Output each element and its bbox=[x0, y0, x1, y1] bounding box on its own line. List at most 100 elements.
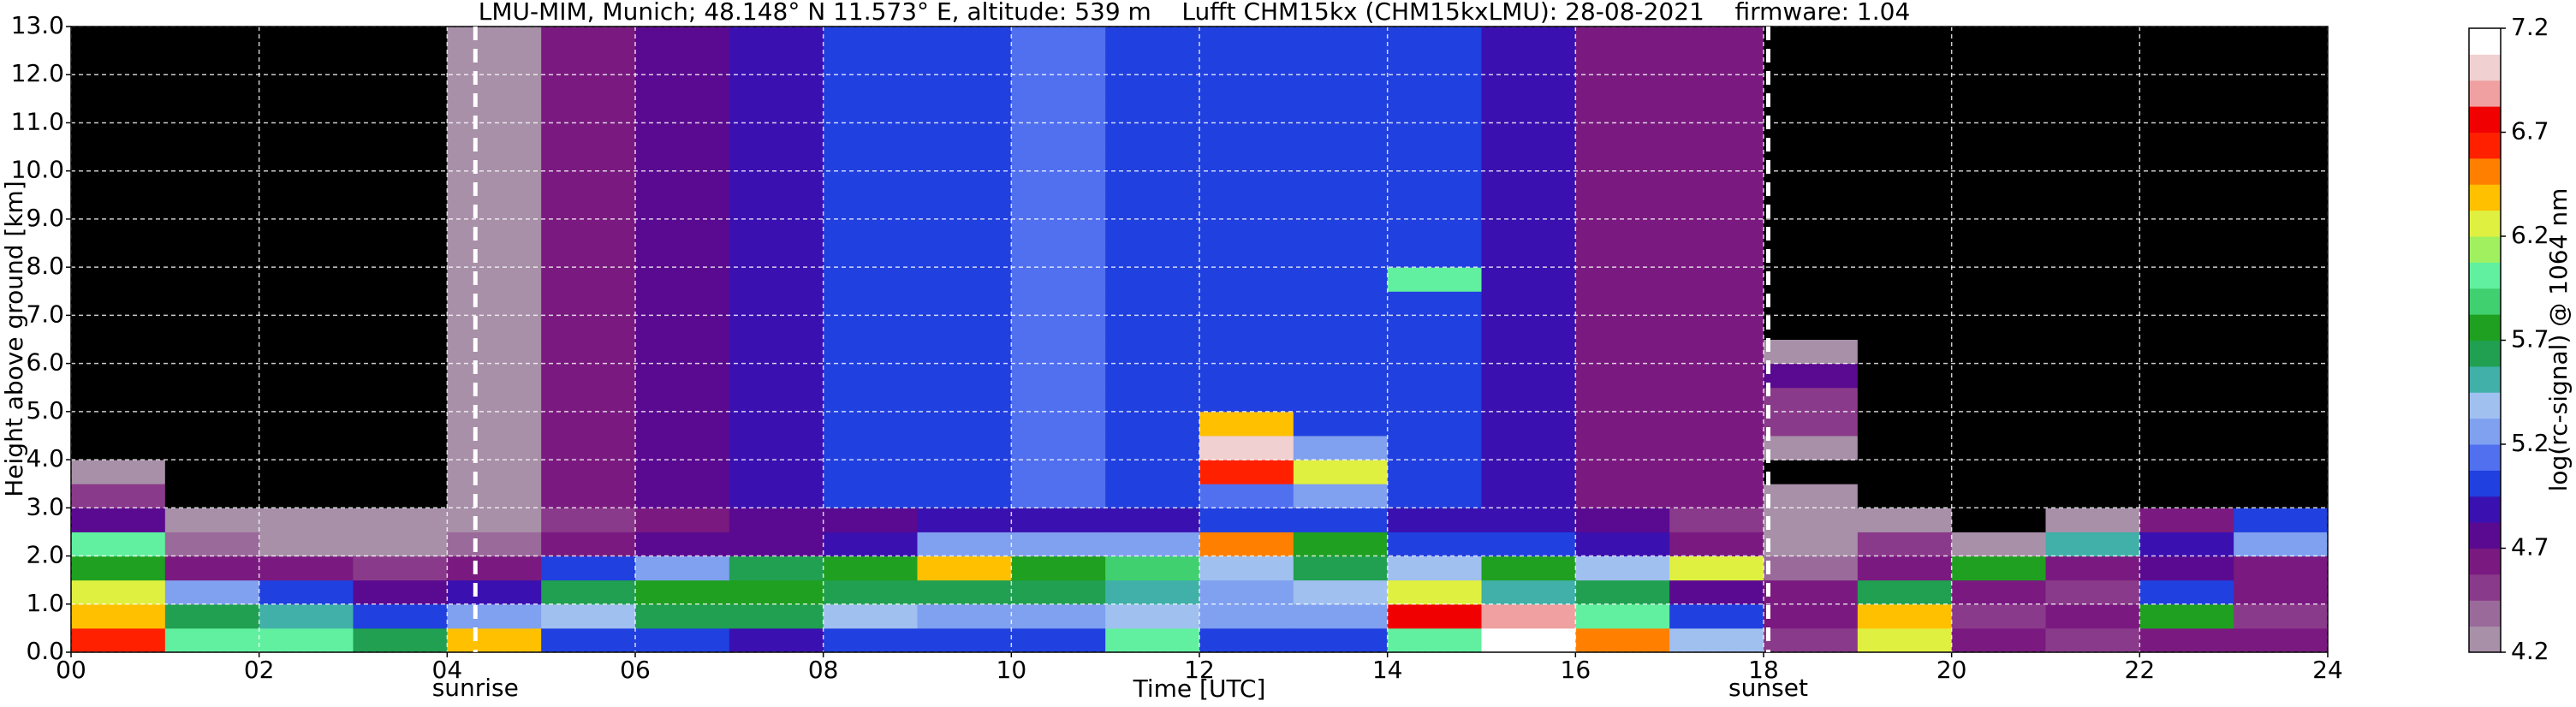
heatmap-cell bbox=[1857, 339, 1953, 365]
heatmap-cell bbox=[353, 98, 448, 123]
heatmap-cell bbox=[1293, 122, 1389, 148]
heatmap-cell bbox=[259, 387, 354, 413]
heatmap-cell bbox=[164, 579, 260, 605]
heatmap-cell bbox=[1293, 146, 1389, 172]
heatmap-cell bbox=[1011, 363, 1106, 389]
heatmap-cell bbox=[1857, 291, 1953, 316]
heatmap-cell bbox=[2234, 291, 2329, 316]
heatmap-cell bbox=[1387, 267, 1482, 292]
heatmap-cell bbox=[2234, 603, 2329, 629]
heatmap-cell bbox=[71, 460, 166, 484]
heatmap-cell bbox=[917, 50, 1012, 75]
heatmap-cell bbox=[447, 579, 542, 605]
heatmap-cell bbox=[1669, 74, 1764, 99]
colorbar-segment bbox=[2469, 548, 2501, 575]
heatmap-cell bbox=[635, 435, 730, 460]
heatmap-cell bbox=[635, 146, 730, 172]
heatmap-cell bbox=[447, 460, 542, 484]
heatmap-cell bbox=[1481, 435, 1576, 460]
heatmap-cell bbox=[2234, 556, 2329, 581]
heatmap-cell bbox=[2139, 98, 2234, 123]
heatmap-cell bbox=[1764, 387, 1859, 413]
heatmap-cell bbox=[635, 218, 730, 244]
heatmap-cell bbox=[1011, 579, 1106, 605]
heatmap-cell bbox=[1387, 291, 1482, 316]
heatmap-cell bbox=[2045, 532, 2140, 557]
heatmap-cell bbox=[259, 98, 354, 123]
heatmap-cell bbox=[1387, 579, 1482, 605]
heatmap-cell bbox=[635, 460, 730, 484]
heatmap-cell bbox=[1951, 291, 2046, 316]
heatmap-cell bbox=[1669, 556, 1764, 581]
heatmap-cell bbox=[729, 315, 824, 340]
heatmap-cell bbox=[353, 363, 448, 389]
heatmap-cell bbox=[1387, 460, 1482, 484]
heatmap-cell bbox=[1857, 508, 1953, 532]
y-tick-label: 10.0 bbox=[11, 156, 64, 184]
heatmap-cell bbox=[1105, 363, 1200, 389]
heatmap-cell bbox=[1857, 170, 1953, 196]
heatmap-cell bbox=[729, 556, 824, 581]
heatmap-cell bbox=[259, 267, 354, 292]
heatmap-cell bbox=[353, 74, 448, 99]
heatmap-cell bbox=[353, 170, 448, 196]
y-tick-label: 12.0 bbox=[11, 59, 64, 87]
heatmap-cell bbox=[164, 556, 260, 581]
heatmap-cell bbox=[71, 267, 166, 292]
heatmap-cell bbox=[1764, 267, 1859, 292]
heatmap-cell bbox=[1105, 291, 1200, 316]
heatmap-cell bbox=[917, 411, 1012, 437]
heatmap-cell bbox=[1199, 532, 1294, 557]
heatmap-cell bbox=[1951, 243, 2046, 268]
heatmap-cell bbox=[1669, 532, 1764, 557]
heatmap-cell bbox=[1105, 411, 1200, 437]
heatmap-cell bbox=[1481, 146, 1576, 172]
heatmap-cell bbox=[259, 315, 354, 340]
heatmap-cell bbox=[2045, 74, 2140, 99]
heatmap-cell bbox=[541, 243, 636, 268]
heatmap-cell bbox=[1105, 579, 1200, 605]
heatmap-cell bbox=[1199, 291, 1294, 316]
heatmap-cell bbox=[1105, 122, 1200, 148]
heatmap-cell bbox=[353, 291, 448, 316]
heatmap-cell bbox=[1293, 315, 1389, 340]
heatmap-cell bbox=[729, 363, 824, 389]
heatmap-cell bbox=[1105, 74, 1200, 99]
heatmap-cell bbox=[1387, 122, 1482, 148]
heatmap-cell bbox=[635, 556, 730, 581]
heatmap-cell bbox=[823, 556, 918, 581]
heatmap-cell bbox=[635, 27, 730, 51]
heatmap-cell bbox=[1199, 27, 1294, 51]
heatmap-cell bbox=[1011, 27, 1106, 51]
heatmap bbox=[71, 27, 2329, 653]
heatmap-cell bbox=[729, 243, 824, 268]
heatmap-cell bbox=[1105, 484, 1200, 508]
heatmap-cell bbox=[447, 146, 542, 172]
heatmap-cell bbox=[447, 194, 542, 220]
heatmap-cell bbox=[729, 267, 824, 292]
heatmap-cell bbox=[259, 291, 354, 316]
heatmap-cell bbox=[729, 27, 824, 51]
heatmap-cell bbox=[1293, 170, 1389, 196]
heatmap-cell bbox=[1951, 170, 2046, 196]
heatmap-cell bbox=[1951, 603, 2046, 629]
heatmap-cell bbox=[2045, 627, 2140, 653]
heatmap-cell bbox=[729, 627, 824, 653]
heatmap-cell bbox=[259, 146, 354, 172]
heatmap-cell bbox=[2139, 243, 2234, 268]
heatmap-cell bbox=[353, 194, 448, 220]
heatmap-cell bbox=[635, 484, 730, 508]
heatmap-cell bbox=[635, 387, 730, 413]
heatmap-cell bbox=[2139, 387, 2234, 413]
heatmap-cell bbox=[1387, 339, 1482, 365]
heatmap-cell bbox=[1387, 484, 1482, 508]
heatmap-cell bbox=[917, 267, 1012, 292]
heatmap-cell bbox=[2045, 411, 2140, 437]
colorbar-segment bbox=[2469, 80, 2501, 107]
heatmap-cell bbox=[2045, 194, 2140, 220]
heatmap-cell bbox=[1481, 74, 1576, 99]
heatmap-cell bbox=[353, 603, 448, 629]
heatmap-cell bbox=[1669, 579, 1764, 605]
heatmap-cell bbox=[2139, 508, 2234, 532]
heatmap-cell bbox=[71, 146, 166, 172]
